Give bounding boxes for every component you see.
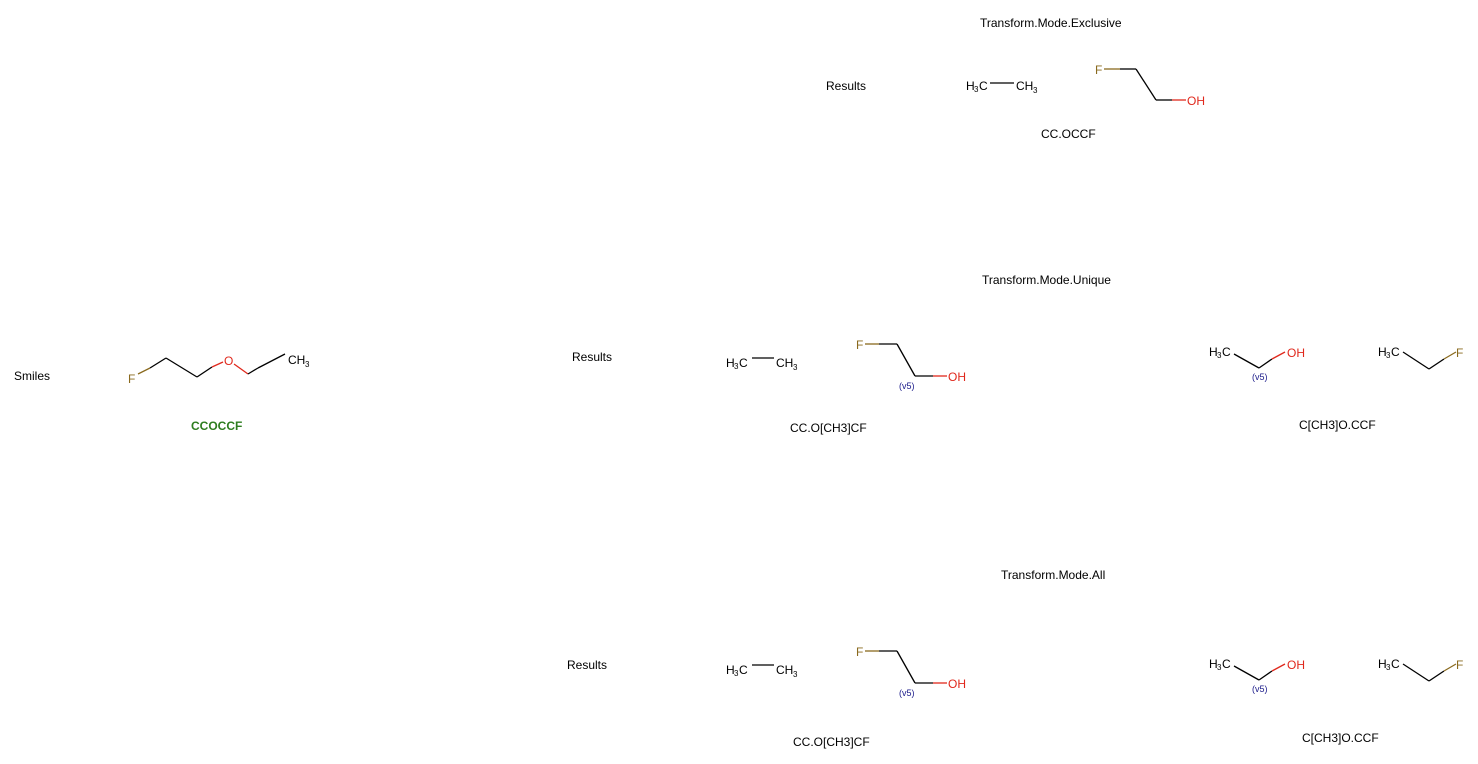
atom-h: H [966, 79, 975, 93]
methanol-v5-molecule: H 3 C OH (v5) [1209, 657, 1305, 694]
atom-h: H [1378, 345, 1387, 359]
atom-ch3: CH [288, 353, 305, 367]
atom-c: C [739, 356, 748, 370]
atom-c: C [1391, 345, 1400, 359]
atom-f: F [856, 338, 863, 352]
fluoroethane-molecule: H 3 C F [1378, 657, 1463, 682]
product-smiles-all-1: CC.O[CH3]CF [793, 735, 870, 749]
atom-c: C [979, 79, 988, 93]
atom-ch: CH [776, 356, 793, 370]
results-label-unique: Results [572, 350, 613, 364]
atom-sub: 3 [793, 670, 798, 679]
atom-f: F [856, 645, 863, 659]
valence-label: (v5) [899, 688, 915, 698]
atom-f: F [1095, 63, 1102, 77]
atom-f: F [128, 372, 135, 386]
results-label-all: Results [567, 658, 608, 672]
atom-sub: 3 [974, 85, 979, 94]
product-smiles-unique-1: CC.O[CH3]CF [790, 421, 867, 435]
atom-sub: 3 [1033, 86, 1038, 95]
product-smiles-all-2: C[CH3]O.CCF [1302, 731, 1379, 745]
atom-c: C [1222, 345, 1231, 359]
atom-oh: OH [948, 370, 966, 384]
atom-h: H [726, 356, 735, 370]
fluoroethanol-molecule: F OH [1095, 63, 1205, 108]
product-smiles-unique-2: C[CH3]O.CCF [1299, 418, 1376, 432]
atom-sub: 3 [1386, 351, 1391, 360]
atom-f: F [1456, 658, 1463, 672]
atom-c: C [1391, 657, 1400, 671]
atom-sub: 3 [734, 362, 739, 371]
valence-label: (v5) [1252, 372, 1268, 382]
atom-sub: 3 [1217, 663, 1222, 672]
fluoroethane-molecule: H 3 C F [1378, 345, 1463, 370]
atom-c: C [739, 663, 748, 677]
atom-oh: OH [1287, 658, 1305, 672]
methanol-v5-molecule: H 3 C OH (v5) [1209, 345, 1305, 382]
atom-h: H [1209, 345, 1218, 359]
atom-ch: CH [776, 663, 793, 677]
atom-ch3-sub: 3 [305, 360, 310, 369]
product-smiles-exclusive: CC.OCCF [1041, 127, 1096, 141]
atom-c: C [1222, 657, 1231, 671]
atom-sub: 3 [734, 669, 739, 678]
fluoroethanol-v5-molecule: F OH (v5) [856, 338, 966, 391]
input-molecule: F O CH 3 [128, 353, 310, 386]
input-smiles: CCOCCF [191, 419, 243, 433]
atom-h: H [1378, 657, 1387, 671]
atom-sub: 3 [793, 363, 798, 372]
atom-sub: 3 [1217, 351, 1222, 360]
atom-oh: OH [1187, 94, 1205, 108]
valence-label: (v5) [899, 381, 915, 391]
section-title-exclusive: Transform.Mode.Exclusive [980, 16, 1122, 30]
valence-label: (v5) [1252, 684, 1268, 694]
atom-oh: OH [948, 677, 966, 691]
atom-h: H [726, 663, 735, 677]
atom-f: F [1456, 346, 1463, 360]
atom-h: H [1209, 657, 1218, 671]
ethane-molecule: H 3 C CH 3 [726, 356, 798, 372]
atom-oh: OH [1287, 346, 1305, 360]
smiles-label: Smiles [14, 369, 51, 383]
atom-o: O [224, 354, 233, 368]
fluoroethanol-v5-molecule: F OH (v5) [856, 645, 966, 698]
section-title-all: Transform.Mode.All [1001, 568, 1106, 582]
ethane-molecule: H 3 C CH 3 [726, 663, 798, 679]
ethane-molecule: H 3 C CH 3 [966, 79, 1038, 95]
atom-ch: CH [1016, 79, 1033, 93]
atom-sub: 3 [1386, 663, 1391, 672]
results-label-exclusive: Results [826, 79, 867, 93]
section-title-unique: Transform.Mode.Unique [982, 273, 1111, 287]
